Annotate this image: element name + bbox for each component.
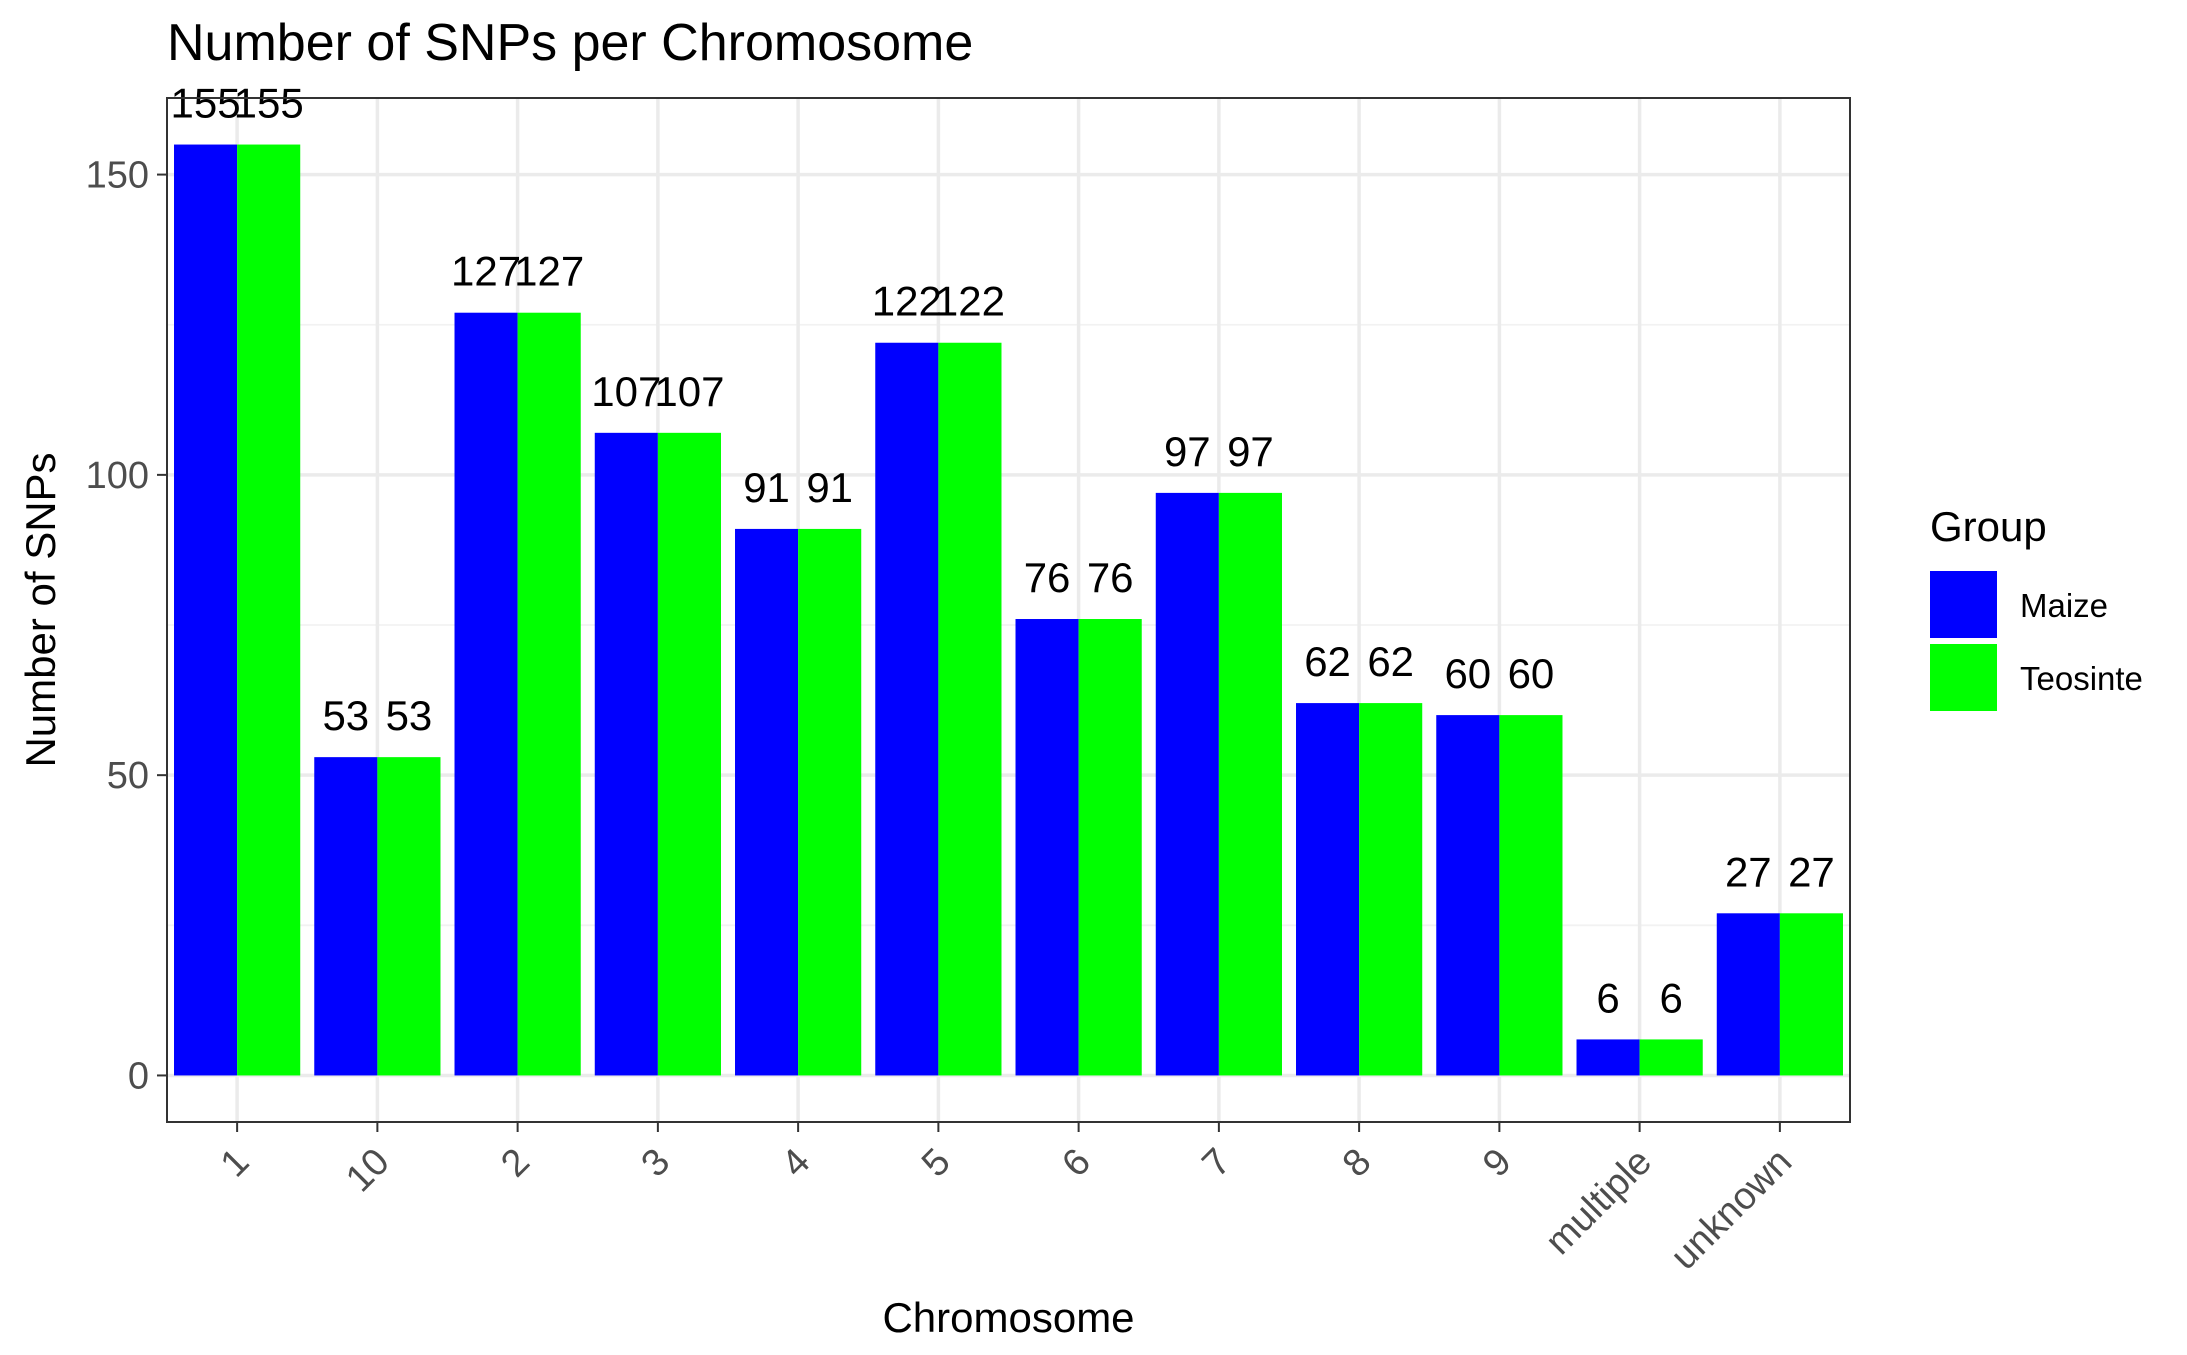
x-tick-label: 3	[634, 1141, 679, 1186]
y-axis-title: Number of SNPs	[17, 452, 64, 767]
y-tick-label: 50	[107, 755, 149, 797]
bar-teosinte-2	[517, 312, 581, 1076]
bar-teosinte-7	[1218, 492, 1282, 1076]
data-label-teosinte-8: 62	[1367, 638, 1414, 685]
bar-teosinte-multiple	[1639, 1039, 1703, 1076]
bar-maize-4	[735, 528, 799, 1076]
bar-maize-9	[1436, 715, 1500, 1076]
bar-teosinte-6	[1078, 619, 1142, 1076]
bar-maize-2	[454, 312, 518, 1076]
data-label-teosinte-5: 122	[935, 278, 1005, 325]
x-tick-label: 5	[914, 1141, 959, 1186]
x-tick-label: multiple	[1538, 1141, 1660, 1263]
y-tick-label: 100	[86, 455, 149, 497]
legend-title: Group	[1930, 503, 2047, 550]
y-tick-label: 0	[128, 1055, 149, 1097]
chart-title: Number of SNPs per Chromosome	[167, 14, 973, 72]
x-tick-label: 7	[1195, 1141, 1240, 1186]
plot-panel-border	[166, 97, 1851, 1123]
x-tick-label: 1	[213, 1141, 258, 1186]
legend: Group Maize Teosinte	[1930, 503, 2143, 711]
bar-maize-6	[1015, 619, 1079, 1076]
data-label-maize-4: 91	[743, 464, 790, 511]
legend-label-teosinte: Teosinte	[2020, 660, 2143, 697]
bar-maize-3	[594, 432, 658, 1076]
bar-teosinte-4	[798, 528, 862, 1076]
x-tick-label: 10	[338, 1141, 398, 1201]
bars	[174, 144, 1843, 1076]
data-label-maize-7: 97	[1164, 428, 1211, 475]
bar-maize-unknown	[1716, 913, 1780, 1076]
bar-maize-multiple	[1576, 1039, 1640, 1076]
data-label-teosinte-6: 76	[1087, 554, 1134, 601]
bar-teosinte-8	[1359, 703, 1423, 1076]
x-tick-label: 4	[774, 1141, 819, 1186]
data-label-maize-8: 62	[1304, 638, 1351, 685]
bar-teosinte-5	[938, 342, 1002, 1076]
data-label-maize-2: 127	[451, 248, 521, 295]
data-label-teosinte-3: 107	[654, 368, 724, 415]
bar-teosinte-unknown	[1779, 913, 1843, 1076]
bar-teosinte-1	[237, 144, 301, 1076]
bar-maize-1	[174, 144, 238, 1076]
data-label-maize-9: 60	[1444, 650, 1491, 697]
x-tick-label: 8	[1335, 1141, 1380, 1186]
legend-key-maize	[1930, 571, 1997, 638]
bar-teosinte-10	[377, 757, 441, 1076]
data-label-teosinte-4: 91	[806, 464, 853, 511]
bar-teosinte-9	[1499, 715, 1563, 1076]
data-label-teosinte-1: 155	[234, 80, 304, 127]
data-label-maize-multiple: 6	[1596, 974, 1619, 1021]
bar-teosinte-3	[657, 432, 721, 1076]
data-label-teosinte-2: 127	[514, 248, 584, 295]
bar-maize-10	[314, 757, 378, 1076]
x-tick-label: 2	[493, 1141, 538, 1186]
x-tick-label: unknown	[1663, 1141, 1800, 1278]
bar-maize-8	[1296, 703, 1360, 1076]
legend-label-maize: Maize	[2020, 587, 2108, 624]
x-tick-label: 6	[1054, 1141, 1099, 1186]
data-label-maize-unknown: 27	[1725, 848, 1772, 895]
data-label-maize-10: 53	[322, 692, 369, 739]
x-axis-title: Chromosome	[882, 1294, 1134, 1341]
data-label-teosinte-unknown: 27	[1788, 848, 1835, 895]
data-label-teosinte-10: 53	[386, 692, 433, 739]
legend-key-teosinte	[1930, 644, 1997, 711]
data-label-teosinte-9: 60	[1508, 650, 1555, 697]
bar-maize-5	[875, 342, 939, 1076]
data-label-maize-3: 107	[591, 368, 661, 415]
legend-items: Maize Teosinte	[1930, 571, 2143, 711]
data-label-teosinte-multiple: 6	[1660, 974, 1683, 1021]
y-tick-label: 150	[86, 155, 149, 197]
bar-maize-7	[1155, 492, 1219, 1076]
data-label-maize-1: 155	[171, 80, 241, 127]
data-label-maize-6: 76	[1024, 554, 1071, 601]
data-label-maize-5: 122	[872, 278, 942, 325]
data-label-teosinte-7: 97	[1227, 428, 1274, 475]
x-tick-label: 9	[1475, 1141, 1520, 1186]
